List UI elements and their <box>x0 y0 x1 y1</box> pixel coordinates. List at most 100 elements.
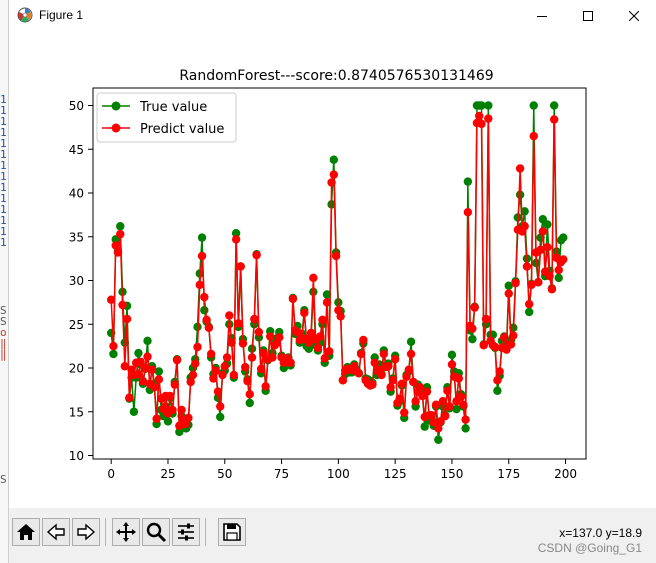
data-point <box>275 333 284 342</box>
data-point <box>134 348 143 358</box>
minimize-button[interactable] <box>519 0 565 31</box>
data-point <box>313 343 323 353</box>
pan-icon <box>116 522 136 542</box>
data-point <box>438 397 448 406</box>
data-point <box>329 170 339 179</box>
x-tick-label: 50 <box>217 467 232 481</box>
data-point <box>197 251 207 261</box>
data-point <box>454 374 463 383</box>
y-tick-label: 45 <box>69 143 84 157</box>
data-point <box>447 350 457 360</box>
data-point <box>193 342 202 352</box>
zoom-button[interactable] <box>142 518 170 546</box>
data-point <box>525 299 534 309</box>
close-icon <box>629 10 639 21</box>
toolbar-separator <box>205 518 206 546</box>
data-point <box>434 435 443 444</box>
data-point <box>356 349 366 359</box>
data-point <box>468 334 477 344</box>
matplotlib-icon <box>17 7 33 23</box>
data-point <box>431 400 441 409</box>
data-point <box>409 377 418 387</box>
x-tick-label: 0 <box>107 467 115 481</box>
data-point <box>122 314 132 324</box>
figure-canvas[interactable]: RandomForest---score:0.8740576530131469 … <box>9 31 656 508</box>
data-point <box>116 222 125 231</box>
forward-icon <box>77 523 96 541</box>
data-point <box>309 273 318 283</box>
data-point <box>109 341 118 351</box>
data-point <box>520 222 529 231</box>
configure-subplots-button[interactable] <box>172 518 200 546</box>
data-point <box>143 352 152 361</box>
pan-button[interactable] <box>112 518 140 546</box>
data-point <box>338 376 348 385</box>
data-point <box>554 265 563 275</box>
data-point <box>320 354 329 363</box>
data-point <box>529 101 538 110</box>
data-point <box>534 278 543 287</box>
save-button[interactable] <box>218 518 246 546</box>
data-point <box>493 376 502 385</box>
data-point <box>206 349 216 359</box>
data-point <box>200 306 209 315</box>
data-point <box>250 314 259 324</box>
legend-label-true: True value <box>139 100 207 115</box>
x-tick-label: 25 <box>160 467 175 481</box>
data-point <box>134 369 143 379</box>
data-point <box>200 292 209 302</box>
data-point <box>247 353 257 362</box>
data-point <box>477 101 486 110</box>
data-point <box>522 262 532 271</box>
data-point <box>440 411 450 421</box>
data-point <box>481 314 491 324</box>
back-button[interactable] <box>42 518 70 546</box>
data-point <box>500 333 509 342</box>
data-point <box>261 382 270 391</box>
data-point <box>388 376 398 385</box>
data-point <box>170 380 179 389</box>
data-point <box>120 338 130 347</box>
data-point <box>463 208 473 217</box>
data-point <box>202 315 211 325</box>
data-point <box>266 332 275 341</box>
data-point <box>547 285 557 294</box>
data-point <box>204 323 214 332</box>
home-icon <box>17 524 35 540</box>
back-icon <box>46 523 65 541</box>
data-point <box>509 331 518 340</box>
close-button[interactable] <box>611 0 656 31</box>
data-point <box>118 300 127 310</box>
title-bar[interactable]: Figure 1 <box>9 0 656 31</box>
data-point <box>554 273 563 283</box>
data-point <box>234 319 243 328</box>
data-point <box>225 311 234 320</box>
data-point <box>245 390 254 399</box>
data-point <box>377 370 386 380</box>
data-point <box>231 235 241 244</box>
data-point <box>143 336 152 346</box>
forward-button[interactable] <box>72 518 100 546</box>
data-point <box>520 207 529 216</box>
cursor-coordinates: x=137.0 y=18.9 <box>559 526 642 540</box>
data-point <box>400 408 409 417</box>
data-point <box>427 411 436 420</box>
y-tick-label: 30 <box>69 274 84 288</box>
data-point <box>434 424 443 433</box>
data-point <box>536 245 545 255</box>
home-button[interactable] <box>12 518 40 546</box>
data-point <box>175 421 184 430</box>
data-point <box>415 383 425 392</box>
data-point <box>252 250 261 260</box>
window-title: Figure 1 <box>39 8 84 22</box>
y-tick-label: 20 <box>69 362 84 376</box>
data-point <box>379 349 388 359</box>
data-point <box>286 358 295 367</box>
data-point <box>186 377 195 387</box>
maximize-button[interactable] <box>565 0 611 31</box>
data-point <box>218 370 227 380</box>
data-point <box>229 370 239 380</box>
x-tick-label: 100 <box>327 467 350 481</box>
